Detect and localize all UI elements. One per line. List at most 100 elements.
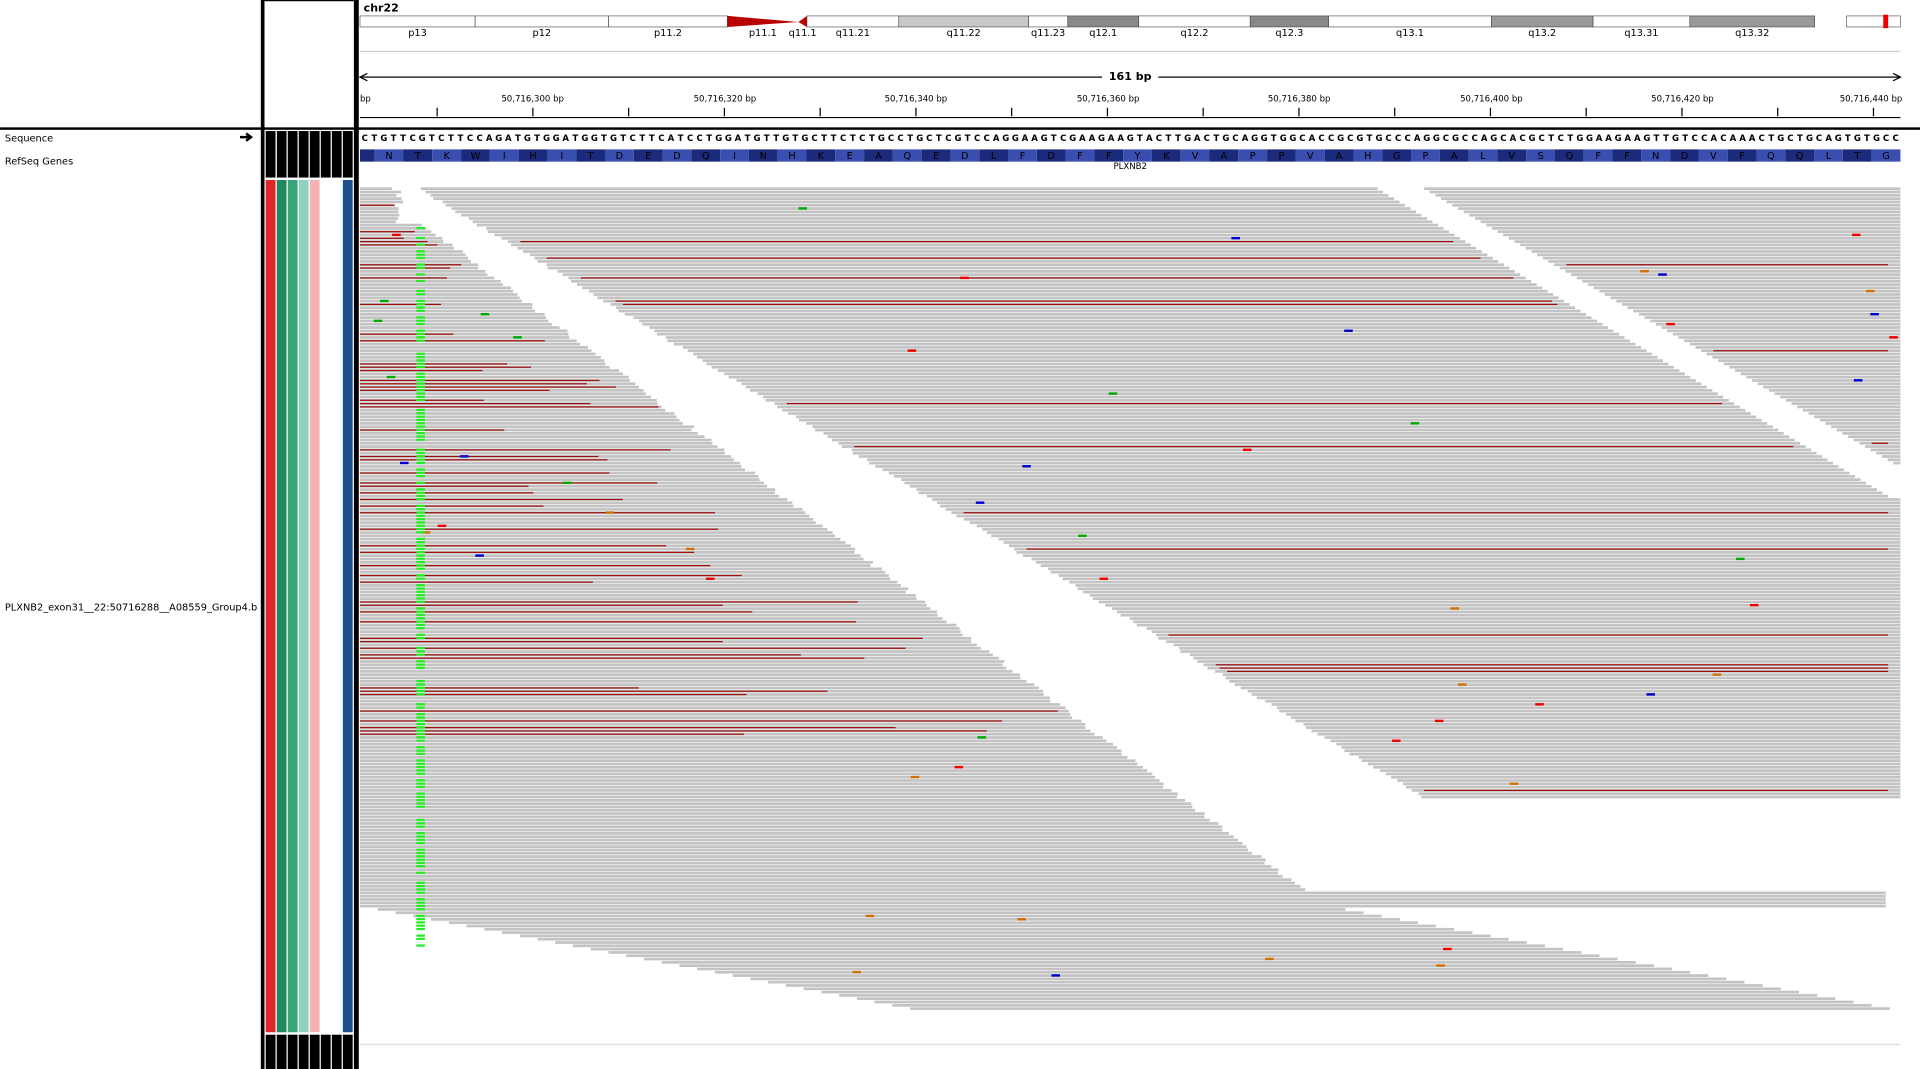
read [724,372,1685,376]
read [1197,660,1901,663]
read [360,474,759,478]
read [1604,293,1901,296]
read [1271,703,1901,706]
base: A [1022,134,1029,144]
track-name[interactable]: Sequence [5,133,53,144]
read [1819,418,1901,422]
codon [1842,149,1872,162]
base: T [1864,134,1870,144]
read [360,316,547,319]
read [1751,379,1901,382]
read [360,408,666,412]
read [1429,190,1901,194]
mismatch [416,825,425,828]
attribute-cell [331,131,342,178]
soft-clip [360,386,616,388]
mismatch [1666,322,1675,326]
mismatch [416,858,425,861]
ruler-label: 50,716,400 bp [1460,95,1523,105]
read [360,792,1178,796]
base: G [1643,134,1650,144]
mismatch [416,531,425,534]
base: C [697,134,703,144]
read [763,395,1724,399]
attribute-cell [309,131,320,178]
read [360,832,1229,835]
read [430,193,1389,197]
soft-clip [546,257,1481,259]
read [360,190,402,194]
read [656,332,1620,336]
mismatch [1051,974,1061,977]
read [1853,438,1901,442]
read [360,775,1156,779]
amino-acid: Q [1796,151,1804,162]
read [360,808,1196,812]
read [1180,650,1901,653]
mismatch [392,233,401,237]
cytoband [1138,15,1251,28]
codon [518,149,548,162]
read [1189,653,1901,657]
mismatch [416,521,425,524]
read [360,484,768,488]
read [360,884,1301,888]
attribute-cell [265,131,276,178]
mismatch [416,273,425,276]
soft-clip [360,369,483,372]
base: A [1596,134,1603,144]
attribute-cell [298,1034,309,1069]
read [1695,346,1901,349]
codon [892,149,922,162]
band-label: p13 [408,28,427,39]
codon [1353,149,1383,162]
read [892,1003,1872,1007]
mismatch [416,851,425,855]
read [360,835,1234,839]
soft-clip [580,277,1514,279]
amino-acid: G [1393,151,1401,162]
base: C [859,134,865,144]
mismatch [416,415,425,418]
read [360,425,694,429]
read [1229,679,1901,683]
base: T [572,134,578,144]
mismatch [416,729,425,732]
read [360,336,570,339]
track-name[interactable]: RefSeq Genes [5,157,73,168]
attribute-cell [287,1034,298,1069]
read [687,349,1647,353]
read [998,537,1901,541]
read [360,785,1164,789]
mismatch [416,527,425,531]
soft-clip [360,264,462,266]
track-name[interactable]: PLXNB2_exon31__22:50716288__A08559_Group… [5,602,257,613]
read [1173,643,1901,647]
strand-arrow[interactable] [240,132,254,142]
read [1537,253,1901,257]
read [360,207,399,210]
read [360,769,1148,772]
mismatch [416,623,425,626]
read [425,190,1384,194]
read [1774,392,1901,396]
base: C [1443,134,1449,144]
base: C [1500,134,1506,144]
mismatch [416,752,425,755]
read [360,683,1035,686]
read [654,329,1614,333]
read [360,567,882,571]
soft-clip [360,389,550,391]
mismatch [416,279,425,283]
read [1222,673,1901,677]
panel-divider [260,0,265,1069]
mismatch [416,412,425,415]
mismatch [1436,964,1445,967]
base: C [1204,134,1210,144]
read [1458,207,1901,210]
read [1661,326,1901,329]
read [360,875,1283,878]
codon [1670,149,1699,162]
mismatch [416,891,425,894]
read [1421,795,1901,799]
